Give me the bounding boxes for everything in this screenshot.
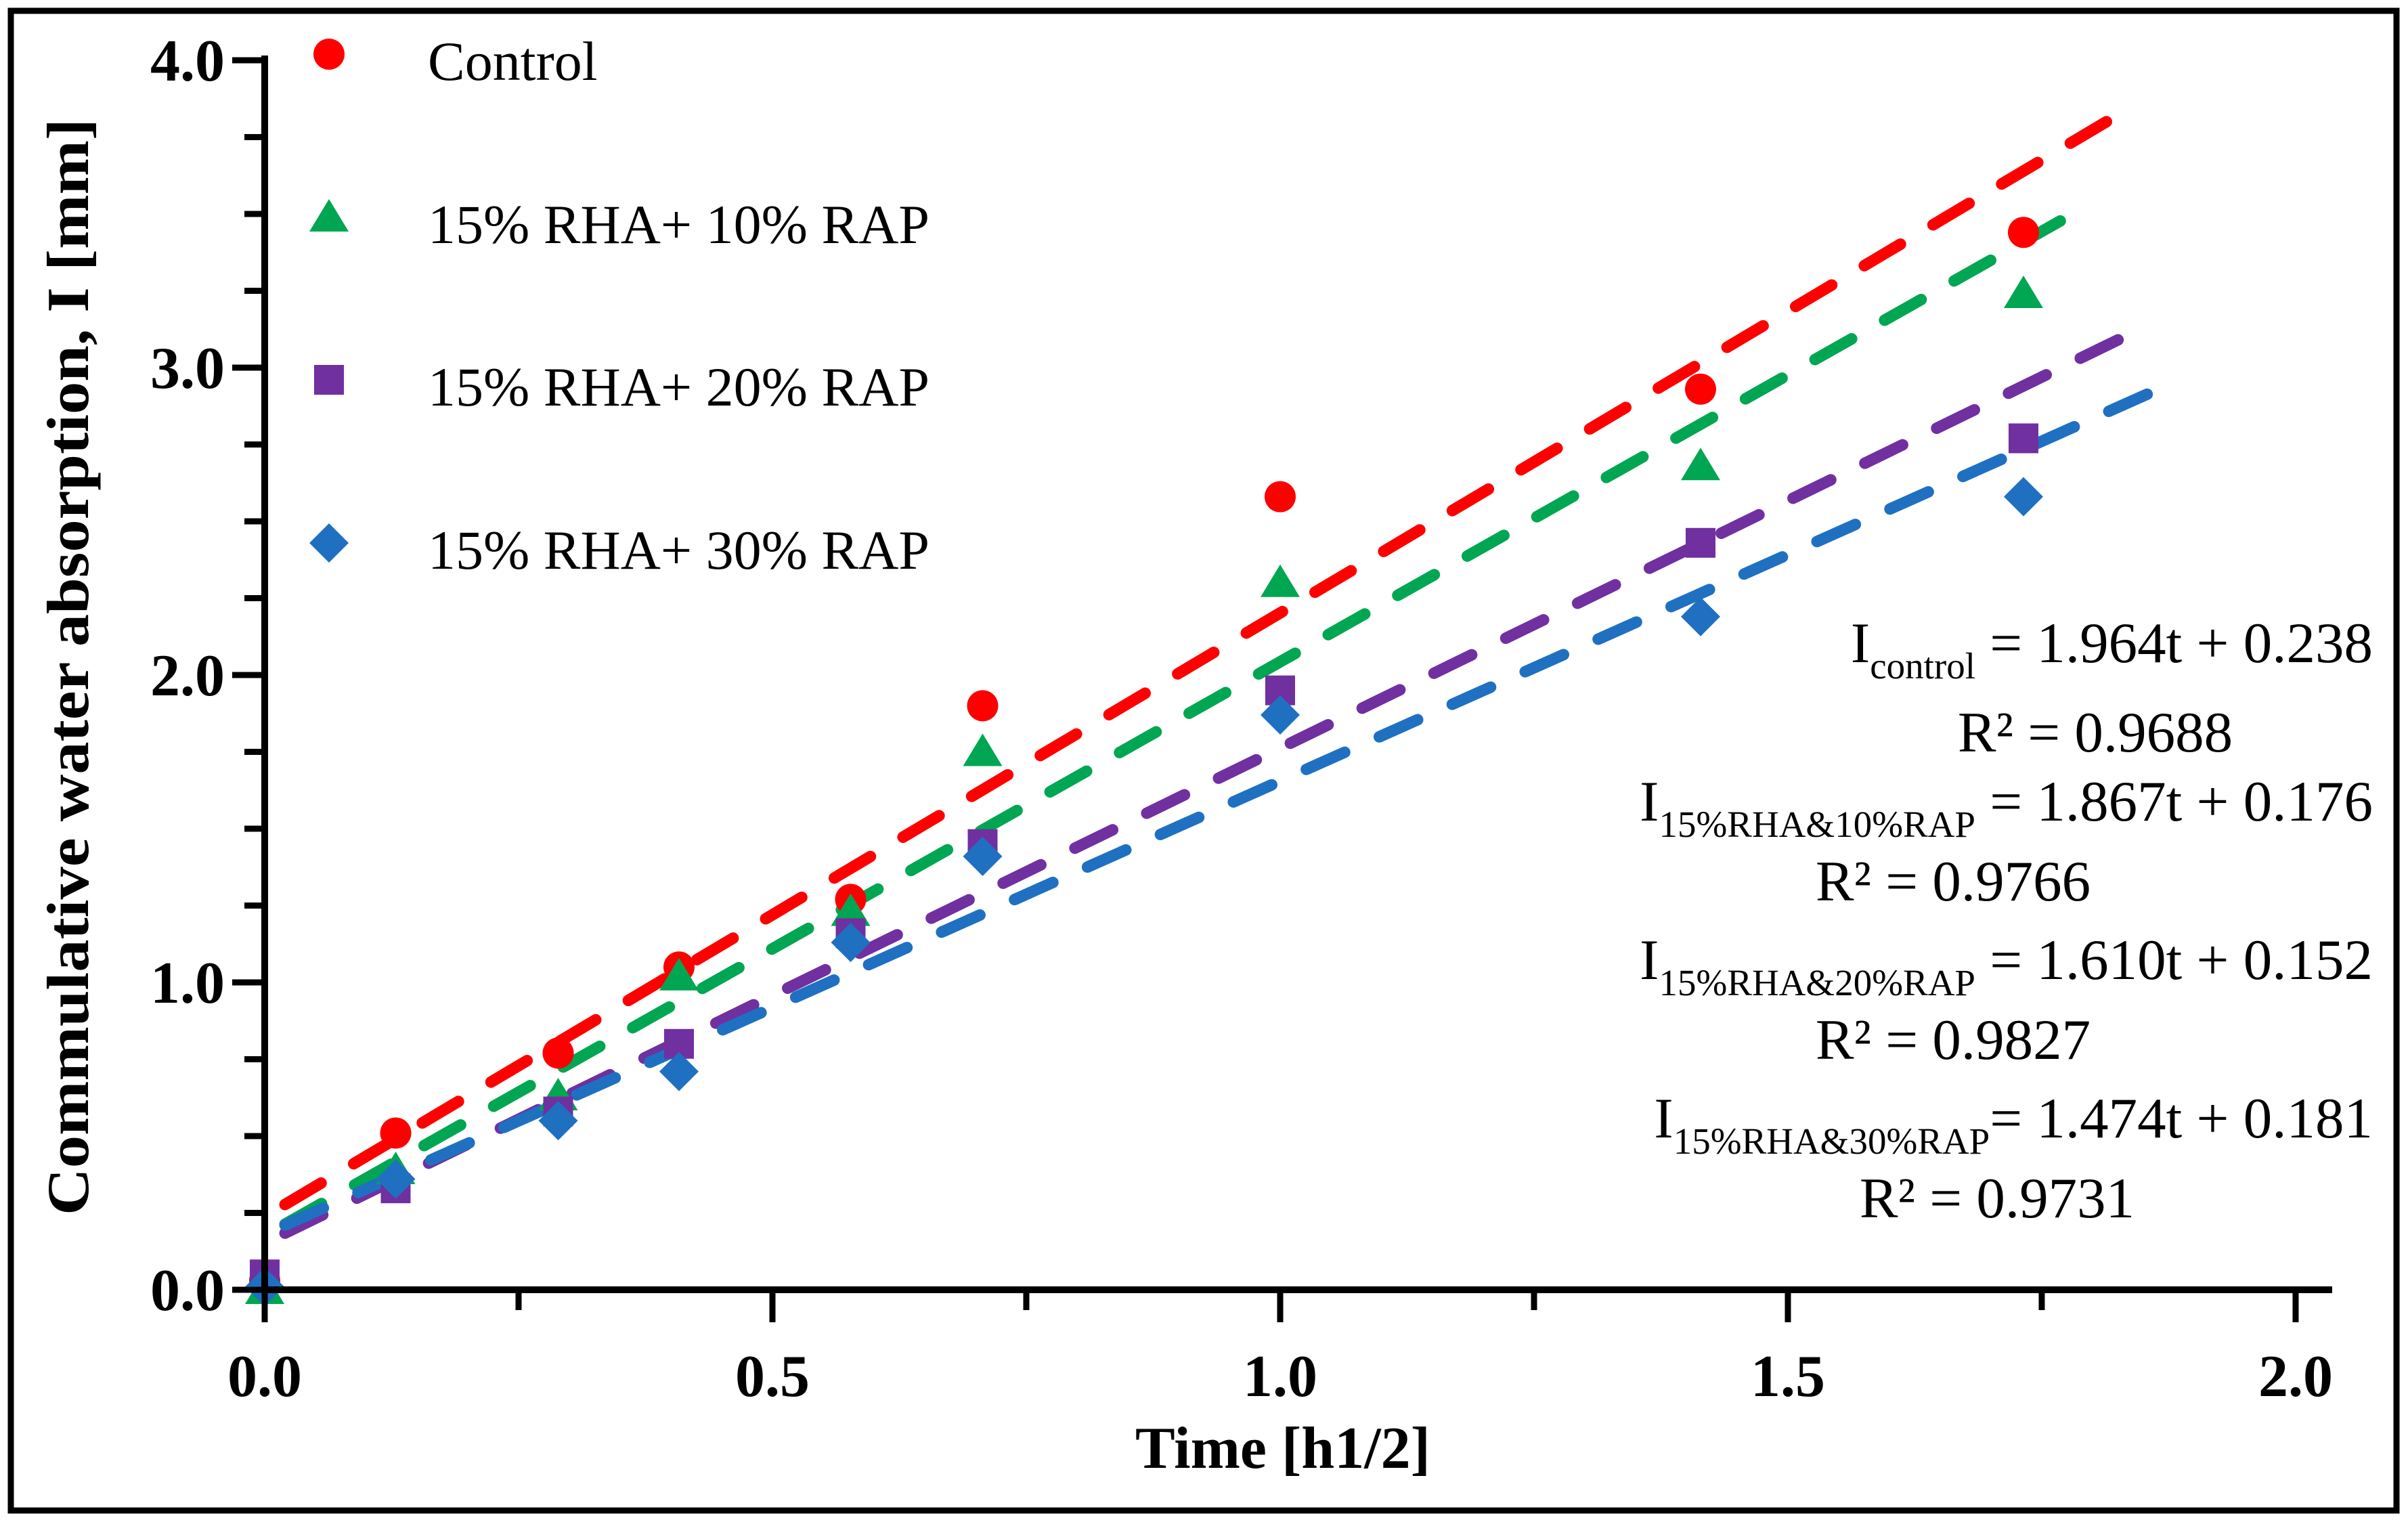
tick-labels: 0.0 0.5 1.0 1.5 2.0 0.0 1.0 2.0 3.0 4.0 [150, 28, 2333, 1410]
legend-item: 15% RHA+ 20% RAP [314, 356, 929, 418]
legend: Control 15% RHA+ 10% RAP 15% RHA+ 20% RAP 1… [309, 30, 929, 581]
data-point-diamond [659, 1051, 699, 1091]
data-point-circle [1685, 373, 1716, 405]
r-squared-label: R² = 0.9766 [1816, 850, 2090, 913]
x-tick-label: 2.0 [2258, 1344, 2333, 1410]
x-axis-title: Time [h1/2] [1135, 1416, 1430, 1481]
trend-line [279, 103, 2134, 1211]
data-point-square [1686, 527, 1715, 558]
r-squared-label: R² = 0.9827 [1816, 1008, 2090, 1072]
data-point-diamond [1681, 596, 1720, 636]
y-tick-label: 2.0 [150, 643, 225, 709]
y-axis-title: Commulative water absorption, I [mm] [36, 118, 102, 1215]
data-point-triangle [2004, 276, 2043, 309]
y-tick-label: 4.0 [150, 28, 225, 94]
data-point-diamond [831, 922, 871, 962]
data-point-triangle [309, 199, 349, 232]
data-point-circle [380, 1117, 412, 1149]
axes [232, 56, 2332, 1322]
data-point-circle [542, 1037, 574, 1069]
data-point-circle [1265, 481, 1296, 513]
r-squared-label: R² = 0.9731 [1860, 1167, 2135, 1230]
trend-line [279, 374, 2185, 1231]
legend-item: Control [313, 30, 598, 92]
x-tick-label: 1.0 [1243, 1344, 1317, 1410]
legend-label: 15% RHA+ 30% RAP [428, 519, 929, 581]
data-point-diamond [538, 1101, 578, 1141]
y-tick-label: 0.0 [150, 1258, 225, 1324]
data-point-triangle [1261, 564, 1300, 597]
legend-item: 15% RHA+ 10% RAP [309, 194, 929, 255]
x-tick-label: 0.5 [735, 1344, 810, 1410]
x-tick-label: 0.0 [227, 1344, 302, 1410]
series-diamond [245, 477, 2043, 1307]
data-point-diamond [2004, 477, 2043, 517]
trend-equation: I15%RHA&30%RAP= 1.474t + 0.181 [1654, 1087, 2373, 1162]
data-point-square [2009, 423, 2038, 454]
data-point-triangle [1681, 448, 1720, 481]
data-point-circle [313, 39, 345, 70]
data-point-diamond [376, 1159, 416, 1199]
trend-equation: I15%RHA&20%RAP = 1.610t + 0.152 [1640, 928, 2373, 1003]
data-point-triangle [963, 733, 1003, 766]
figure-border [7, 7, 2400, 1514]
legend-label: 15% RHA+ 10% RAP [428, 194, 929, 255]
x-tick-label: 1.5 [1751, 1344, 1825, 1410]
y-tick-label: 1.0 [150, 951, 225, 1016]
data-point-triangle [659, 957, 699, 991]
data-point-diamond [1261, 695, 1300, 735]
trend-equation: Icontrol = 1.964t + 0.238 [1851, 611, 2373, 687]
trend-lines [279, 103, 2185, 1239]
data-point-circle [2008, 217, 2039, 248]
legend-label: Control [428, 30, 598, 92]
trend-equation: I15%RHA&10%RAP = 1.867t + 0.176 [1640, 770, 2373, 845]
r-squared-label: R² = 0.9688 [1958, 701, 2233, 764]
trend-line [279, 200, 2093, 1230]
y-tick-label: 3.0 [150, 336, 225, 401]
data-point-diamond [963, 836, 1003, 876]
data-point-triangle [831, 893, 871, 926]
legend-label: 15% RHA+ 20% RAP [428, 356, 929, 418]
legend-item: 15% RHA+ 30% RAP [309, 519, 929, 581]
data-point-circle [967, 690, 999, 722]
data-point-square [314, 365, 344, 395]
data-point-diamond [309, 523, 349, 563]
